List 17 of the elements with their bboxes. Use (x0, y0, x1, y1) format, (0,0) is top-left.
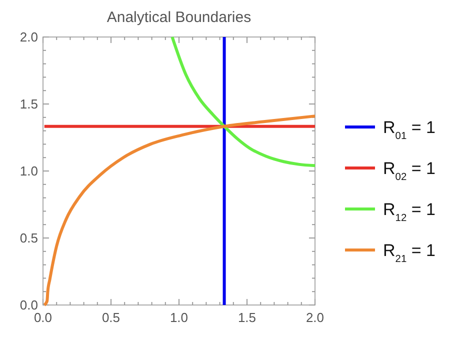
y-tick-label: 1.0 (20, 164, 38, 178)
x-tick-label: 1.5 (238, 310, 256, 325)
line-series (42, 114, 316, 306)
y-tick-label: 2.0 (20, 30, 38, 44)
legend-label: R$_{21}$ = 1 (383, 241, 436, 264)
y-tick-label: 0.5 (20, 230, 38, 246)
x-tick-label: 2.0 (306, 310, 324, 325)
x-tick-label: 1.0 (170, 310, 188, 325)
line-series (170, 36, 316, 168)
chart-title: Analytical Boundaries (106, 9, 252, 26)
legend-label: R$_{12}$ = 1 (383, 200, 436, 224)
legend-label: R$_{01}$ = 1 (383, 118, 436, 142)
y-tick-label: 1.5 (20, 96, 38, 112)
x-tick-label: 0.0 (34, 310, 52, 325)
y-tick-label: 0.0 (20, 298, 38, 312)
legend-label: R$_{02}$ = 1 (383, 159, 436, 182)
x-tick-label: 0.5 (102, 310, 120, 325)
